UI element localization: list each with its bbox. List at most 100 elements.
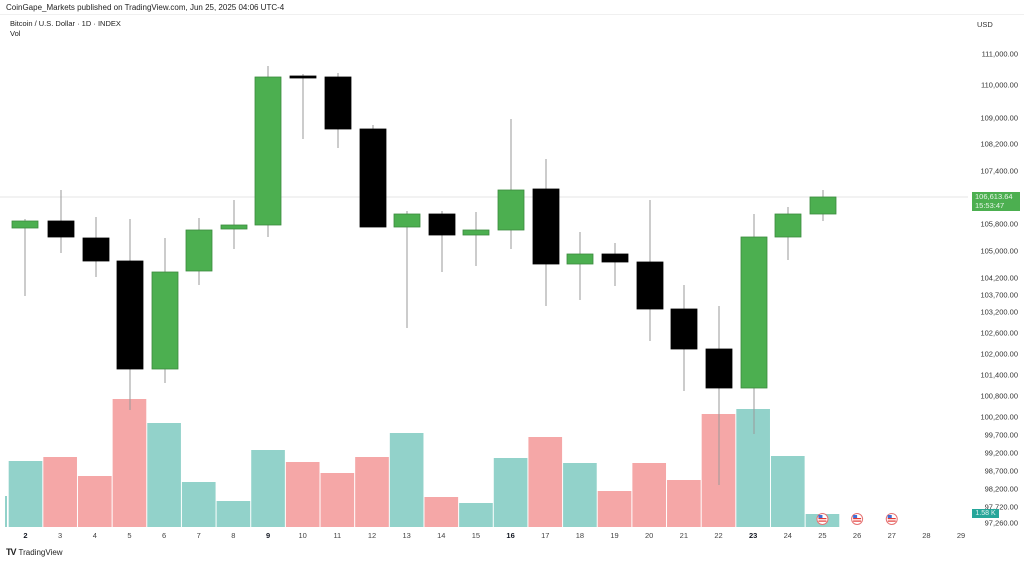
volume-bar	[43, 457, 77, 527]
tradingview-logo-icon: TV	[6, 547, 16, 557]
price-axis-label: 104,200.00	[980, 273, 1018, 283]
candles	[11, 66, 837, 485]
us-flag-event-icon[interactable]	[816, 513, 829, 525]
volume-value-tag: 1.58 K	[972, 509, 999, 518]
volume-bar	[216, 501, 251, 527]
candle-body	[428, 213, 456, 236]
volume-bar	[112, 399, 147, 527]
price-axis-label: 105,000.00	[980, 246, 1018, 256]
candlestick-chart[interactable]	[0, 0, 968, 528]
candle-body	[324, 76, 352, 130]
time-axis-label: 29	[956, 531, 966, 540]
candle-body	[254, 76, 282, 226]
price-axis-label: 108,200.00	[980, 139, 1018, 149]
candle-body	[82, 237, 110, 262]
time-axis-label: 24	[783, 531, 792, 540]
price-axis-label: 98,200.00	[984, 484, 1018, 494]
volume-bar	[563, 463, 597, 527]
time-axis-label: 15	[471, 531, 481, 540]
volume-bar	[667, 480, 701, 527]
time-axis-label: 11	[333, 531, 342, 540]
time-axis-label: 28	[922, 531, 931, 540]
price-axis-label: 100,800.00	[980, 391, 1018, 401]
candle-body	[601, 253, 629, 263]
volume-bar	[147, 423, 181, 527]
time-axis-label: 25	[818, 531, 827, 540]
candle-body	[740, 236, 768, 389]
candle-body	[809, 196, 837, 215]
time-axis-label: 2	[23, 531, 28, 540]
volume-bar	[355, 457, 389, 527]
symbol-title[interactable]: Bitcoin / U.S. Dollar · 1D · INDEX	[10, 19, 121, 28]
price-axis-label: 101,400.00	[980, 370, 1018, 380]
time-axis-label: 14	[437, 531, 446, 540]
time-axis-label: 3	[58, 531, 63, 540]
volume-bar	[528, 437, 563, 527]
publisher-line: CoinGape_Markets published on TradingVie…	[6, 3, 285, 12]
us-flag-event-icon[interactable]	[851, 513, 864, 525]
candle-body	[566, 253, 594, 265]
volume-bar	[320, 473, 355, 527]
time-axis[interactable]: 2 3 4 5 6 7 8 9 10 11 12 13 14 15 16 17 18 19 20 21 22 23 24 25…	[0, 528, 968, 542]
us-flag-event-icon[interactable]	[885, 513, 898, 525]
price-axis-label: 109,000.00	[980, 113, 1018, 123]
currency-label[interactable]: USD	[977, 20, 993, 29]
time-axis-label: 26	[852, 531, 862, 540]
volume-bar	[285, 462, 320, 527]
time-axis-label: 4	[92, 531, 97, 540]
event-markers[interactable]	[816, 513, 898, 525]
volume-bar	[5, 496, 7, 527]
header-divider	[0, 14, 1024, 15]
price-axis[interactable]: 111,000.00 110,000.00 109,000.00 108,200.00…	[968, 0, 1024, 528]
time-axis-label: 18	[575, 531, 585, 540]
time-axis-label: 8	[231, 531, 236, 540]
price-axis-label: 103,200.00	[980, 307, 1018, 317]
volume-bar	[8, 461, 43, 527]
price-axis-label: 111,000.00	[981, 49, 1018, 59]
candle-body	[289, 75, 317, 79]
volume-bar	[389, 433, 424, 527]
volume-bar	[424, 497, 459, 527]
time-axis-label: 17	[541, 531, 550, 540]
volume-bar	[77, 476, 112, 527]
candle-body	[462, 229, 490, 236]
volume-bar	[251, 450, 285, 527]
candle-body	[151, 271, 179, 370]
brand-name: TradingView	[18, 547, 63, 557]
price-axis-label: 105,800.00	[980, 219, 1018, 229]
price-axis-label: 98,700.00	[984, 466, 1018, 476]
time-axis-label: 13	[402, 531, 411, 540]
candle-body	[705, 348, 733, 389]
price-axis-label: 97,260.00	[984, 518, 1018, 528]
candle-body	[359, 128, 387, 228]
price-axis-label: 102,600.00	[980, 328, 1018, 338]
candle-body	[497, 189, 525, 231]
time-axis-label: 19	[610, 531, 619, 540]
price-axis-label: 100,200.00	[980, 412, 1018, 422]
volume-bar	[736, 409, 770, 527]
candle-body	[11, 220, 39, 229]
time-axis-label: 7	[196, 531, 201, 540]
volume-bar	[597, 491, 632, 527]
candle-body	[636, 261, 664, 310]
price-axis-label: 102,000.00	[980, 349, 1018, 359]
candle-body	[116, 260, 144, 370]
candle-body	[774, 213, 802, 238]
volume-bars	[5, 399, 840, 527]
candle-body	[220, 224, 248, 230]
volume-indicator-label[interactable]: Vol	[10, 29, 21, 38]
time-axis-label: 27	[887, 531, 896, 540]
time-axis-label: 10	[298, 531, 307, 540]
bar-countdown: 15:53:47	[975, 201, 1005, 210]
tradingview-brand[interactable]: TV TradingView	[6, 547, 63, 557]
price-axis-label: 97,720.00	[984, 502, 1018, 512]
candle-body	[532, 188, 560, 265]
volume-bar	[181, 482, 216, 527]
time-axis-label: 22	[714, 531, 723, 540]
last-price-value: 106,613.64	[975, 192, 1013, 201]
time-axis-label: 21	[679, 531, 689, 540]
volume-bar	[632, 463, 667, 527]
time-axis-label: 9	[265, 531, 271, 540]
price-axis-label: 107,400.00	[980, 166, 1018, 176]
candle-body	[393, 213, 421, 228]
